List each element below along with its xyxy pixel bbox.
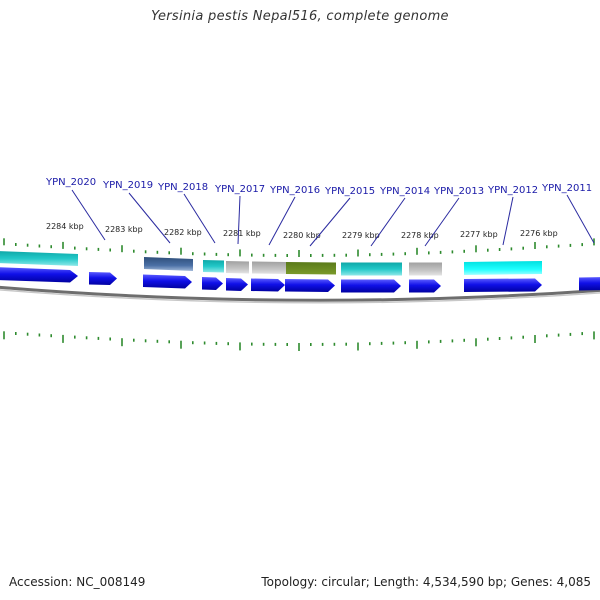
scale-ticks-outer <box>3 238 595 257</box>
label-leader <box>237 195 241 245</box>
scale-label: 2277 kbp <box>460 230 498 239</box>
cog-feature-gray-2 <box>252 261 286 274</box>
gene-arrow[interactable] <box>226 278 248 291</box>
map-title: Yersinia pestis Nepal516, complete genom… <box>151 9 449 24</box>
gene-arrow[interactable] <box>89 272 117 285</box>
cog-feature-gray-3 <box>409 262 442 276</box>
label-leader <box>128 192 171 244</box>
gene-label[interactable]: YPN_2013 <box>433 186 484 197</box>
accession-text: Accession: NC_008149 <box>9 575 146 589</box>
scale-ticks-inner <box>3 331 595 351</box>
scale-label: 2279 kbp <box>342 231 380 240</box>
scale-label: 2282 kbp <box>164 228 202 237</box>
gene-arrow[interactable] <box>0 267 78 283</box>
cog-feature-cyan <box>464 261 542 275</box>
gene-arrow[interactable] <box>464 278 542 293</box>
gene-label[interactable]: YPN_2011 <box>541 183 592 194</box>
genome-backbone <box>0 285 600 302</box>
label-leader <box>370 197 406 247</box>
gene-arrow[interactable] <box>341 279 401 293</box>
cog-feature-steel <box>144 257 193 271</box>
gene-arrow[interactable] <box>251 278 285 292</box>
genome-summary-text: Topology: circular; Length: 4,534,590 bp… <box>261 575 591 589</box>
label-leader <box>502 196 514 246</box>
cog-feature-gray-1 <box>226 261 249 274</box>
gene-label[interactable]: YPN_2015 <box>324 186 375 197</box>
scale-label: 2284 kbp <box>46 222 84 231</box>
label-leader <box>268 196 296 246</box>
label-leaders <box>71 189 595 247</box>
gene-label[interactable]: YPN_2016 <box>269 185 320 196</box>
gene-arrow[interactable] <box>202 277 223 290</box>
gene-label[interactable]: YPN_2014 <box>379 186 430 197</box>
cog-feature-teal-small <box>203 260 224 273</box>
scale-label: 2276 kbp <box>520 229 558 238</box>
gene-label[interactable]: YPN_2018 <box>157 182 208 193</box>
gene-arrows <box>0 267 600 293</box>
label-leader <box>424 197 460 247</box>
gene-label[interactable]: YPN_2017 <box>214 184 265 195</box>
gene-arrow[interactable] <box>143 274 192 289</box>
gene-labels: YPN_2020 YPN_2019 YPN_2018 YPN_2017 YPN_… <box>45 177 592 197</box>
genome-backbone-highlight <box>0 289 600 304</box>
label-leader <box>71 189 106 241</box>
label-leader <box>566 194 595 244</box>
gene-arrow[interactable] <box>285 279 335 292</box>
cog-feature-teal-2 <box>341 262 402 276</box>
scale-label: 2283 kbp <box>105 225 143 234</box>
scale-label: 2280 kbp <box>283 231 321 240</box>
scale-labels: 2284 kbp 2283 kbp 2282 kbp 2281 kbp 2280… <box>46 222 558 240</box>
label-leader <box>309 197 351 247</box>
scale-label: 2281 kbp <box>223 229 261 238</box>
gene-arrow[interactable] <box>579 277 600 291</box>
scale-label: 2278 kbp <box>401 231 439 240</box>
cog-features <box>0 251 542 276</box>
gene-label[interactable]: YPN_2019 <box>102 180 153 191</box>
cog-feature-olive <box>286 262 336 275</box>
label-leader <box>183 193 216 244</box>
gene-label[interactable]: YPN_2012 <box>487 185 538 196</box>
cog-feature-teal-1 <box>0 251 78 266</box>
gene-label[interactable]: YPN_2020 <box>45 177 96 188</box>
gene-arrow[interactable] <box>409 279 441 293</box>
